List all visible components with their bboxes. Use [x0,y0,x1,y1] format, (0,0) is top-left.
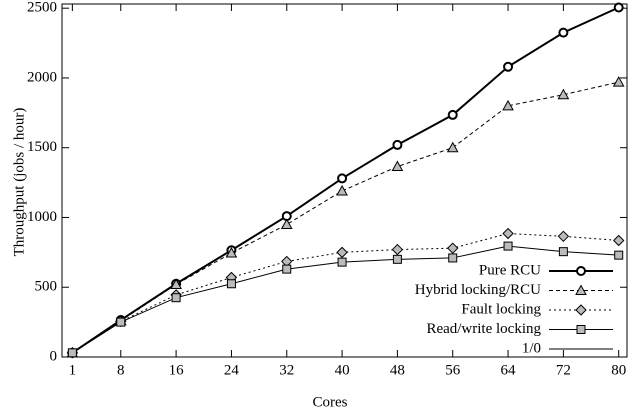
point [337,257,347,267]
legend-marker [576,325,586,334]
point [171,293,181,303]
y-tick-label: 0 [50,348,58,364]
point [557,88,570,100]
legend-label: Read/write locking [426,321,541,337]
point [502,99,514,111]
legend-marker [576,266,586,276]
point [502,227,514,240]
point [336,246,348,259]
point [558,27,569,38]
y-tick-label: 1500 [27,139,57,155]
legend-label: 1/0 [522,340,541,356]
point [67,348,77,358]
point [392,254,402,264]
point [614,250,624,260]
point [280,218,293,229]
x-axis-label: Cores [313,394,348,410]
x-tick-label: 40 [335,362,350,378]
point [447,242,459,254]
x-tick-label: 72 [556,362,571,378]
point [557,230,570,243]
series-line [72,81,619,354]
x-tick-label: 80 [611,362,626,378]
legend-label: Fault locking [461,301,541,317]
point [448,253,458,263]
y-tick-label: 1000 [27,209,57,225]
point [391,160,404,172]
x-tick-label: 32 [279,362,294,378]
legend-label: Pure RCU [479,262,541,278]
x-tick-label: 24 [224,362,240,378]
legend-label: Hybrid locking/RCU [415,282,541,298]
point [282,264,292,274]
point [226,279,236,289]
point [392,139,403,150]
legend-marker [575,284,587,295]
point [503,241,513,251]
point [116,317,126,327]
point [337,173,348,184]
y-tick-label: 2500 [27,0,57,16]
point [503,61,514,72]
x-tick-label: 8 [117,362,125,378]
point [612,234,625,247]
legend-marker [575,304,587,316]
x-tick-label: 64 [501,362,517,378]
plot-frame [61,3,628,358]
point [446,141,459,153]
point [170,278,182,289]
x-tick-label: 56 [445,362,461,378]
point [391,243,404,256]
point [558,247,568,257]
x-tick-label: 16 [169,362,185,378]
y-tick-label: 2000 [27,69,57,85]
y-axis-label: Throughput (jobs / hour) [11,108,27,257]
point [612,76,625,87]
point [447,109,458,120]
x-tick-label: 48 [390,362,405,378]
x-tick-label: 1 [69,362,77,378]
y-tick-label: 500 [35,279,58,295]
point [613,2,624,13]
point [225,247,238,258]
point [336,184,348,196]
